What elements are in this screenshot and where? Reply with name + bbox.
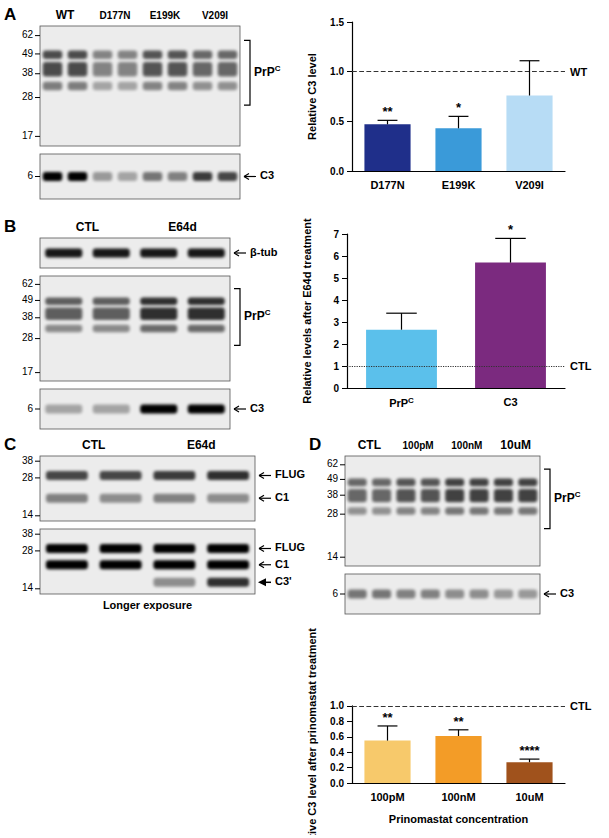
svg-text:C3: C3 — [250, 402, 264, 414]
svg-text:1.5: 1.5 — [330, 17, 344, 28]
svg-text:10uM: 10uM — [500, 438, 531, 452]
svg-text:Prinomastat concentration: Prinomastat concentration — [389, 813, 529, 825]
svg-text:38: 38 — [327, 489, 339, 500]
svg-text:3: 3 — [333, 317, 339, 328]
svg-text:2: 2 — [333, 339, 339, 350]
svg-text:D177N: D177N — [99, 10, 130, 21]
svg-text:WT: WT — [56, 8, 75, 22]
svg-text:62: 62 — [22, 29, 34, 40]
svg-text:V209I: V209I — [202, 10, 228, 21]
svg-text:38: 38 — [22, 311, 34, 322]
svg-text:7: 7 — [333, 229, 339, 240]
svg-text:62: 62 — [22, 278, 34, 289]
svg-text:100nM: 100nM — [441, 791, 475, 803]
svg-text:100pM: 100pM — [370, 791, 404, 803]
svg-text:E64d: E64d — [187, 438, 216, 452]
svg-text:****: **** — [519, 743, 540, 758]
svg-text:C: C — [408, 396, 414, 405]
svg-text:E199K: E199K — [150, 10, 181, 21]
svg-text:100pM: 100pM — [403, 440, 434, 451]
svg-text:C3: C3 — [560, 587, 574, 599]
svg-text:Longer exposure: Longer exposure — [103, 599, 192, 611]
svg-text:FLUG: FLUG — [275, 468, 305, 480]
svg-text:D177N: D177N — [370, 179, 404, 191]
svg-text:0.5: 0.5 — [330, 116, 344, 127]
svg-text:*: * — [508, 222, 514, 237]
svg-text:10uM: 10uM — [515, 791, 543, 803]
svg-text:38: 38 — [22, 455, 34, 466]
svg-text:C3': C3' — [275, 575, 292, 587]
svg-text:6: 6 — [27, 170, 33, 181]
svg-text:0.8: 0.8 — [330, 716, 344, 727]
svg-text:0: 0 — [333, 383, 339, 394]
svg-text:1.0: 1.0 — [330, 700, 344, 711]
svg-text:PrPC: PrPC — [244, 308, 271, 324]
svg-text:14: 14 — [22, 582, 34, 593]
svg-text:Relative C3 level after prinom: Relative C3 level after prinomastat trea… — [306, 628, 318, 835]
svg-text:B: B — [4, 217, 16, 236]
svg-text:14: 14 — [327, 551, 339, 562]
svg-text:CTL: CTL — [570, 700, 592, 712]
svg-text:PrPC: PrPC — [554, 490, 581, 506]
svg-text:**: ** — [382, 710, 393, 725]
svg-text:PrP: PrP — [389, 397, 408, 409]
svg-text:28: 28 — [22, 472, 34, 483]
svg-text:β-tub: β-tub — [250, 246, 278, 258]
svg-text:6: 6 — [333, 251, 339, 262]
svg-text:E199K: E199K — [442, 179, 476, 191]
svg-text:49: 49 — [22, 294, 34, 305]
svg-text:4: 4 — [333, 295, 339, 306]
svg-text:C3: C3 — [503, 396, 517, 408]
svg-text:Relative levels after E64d tre: Relative levels after E64d treatment — [301, 218, 313, 404]
svg-text:0.4: 0.4 — [330, 747, 344, 758]
svg-text:49: 49 — [327, 473, 339, 484]
svg-text:CTL: CTL — [76, 220, 99, 234]
svg-text:C1: C1 — [275, 558, 289, 570]
svg-text:V209I: V209I — [515, 179, 544, 191]
svg-text:38: 38 — [22, 528, 34, 539]
svg-text:C1: C1 — [275, 491, 289, 503]
svg-text:6: 6 — [332, 588, 338, 599]
svg-text:38: 38 — [22, 67, 34, 78]
svg-text:CTL: CTL — [358, 438, 381, 452]
svg-text:CTL: CTL — [570, 360, 592, 372]
svg-text:0.6: 0.6 — [330, 731, 344, 742]
svg-text:E64d: E64d — [168, 220, 197, 234]
svg-text:**: ** — [382, 104, 393, 119]
svg-text:17: 17 — [22, 130, 34, 141]
svg-text:C3: C3 — [260, 169, 274, 181]
svg-text:**: ** — [453, 714, 464, 729]
svg-text:49: 49 — [22, 48, 34, 59]
svg-text:1.0: 1.0 — [330, 66, 344, 77]
svg-text:0.0: 0.0 — [330, 166, 344, 177]
svg-text:1: 1 — [333, 361, 339, 372]
svg-text:A: A — [4, 5, 16, 24]
svg-text:17: 17 — [22, 366, 34, 377]
svg-text:6: 6 — [27, 403, 33, 414]
svg-text:D: D — [309, 435, 321, 454]
svg-text:0.0: 0.0 — [330, 778, 344, 789]
svg-text:Relative C3 level: Relative C3 level — [306, 53, 318, 140]
svg-text:28: 28 — [22, 545, 34, 556]
svg-text:FLUG: FLUG — [275, 541, 305, 553]
svg-text:100nM: 100nM — [451, 440, 482, 451]
svg-text:C: C — [4, 435, 16, 454]
svg-text:28: 28 — [22, 332, 34, 343]
svg-text:CTL: CTL — [82, 438, 105, 452]
svg-text:14: 14 — [22, 509, 34, 520]
svg-text:28: 28 — [22, 91, 34, 102]
svg-text:62: 62 — [327, 458, 339, 469]
svg-text:5: 5 — [333, 273, 339, 284]
svg-text:*: * — [456, 100, 462, 115]
svg-text:WT: WT — [570, 66, 587, 78]
svg-text:28: 28 — [327, 508, 339, 519]
svg-text:0.2: 0.2 — [330, 762, 344, 773]
svg-text:PrPC: PrPC — [254, 63, 281, 79]
